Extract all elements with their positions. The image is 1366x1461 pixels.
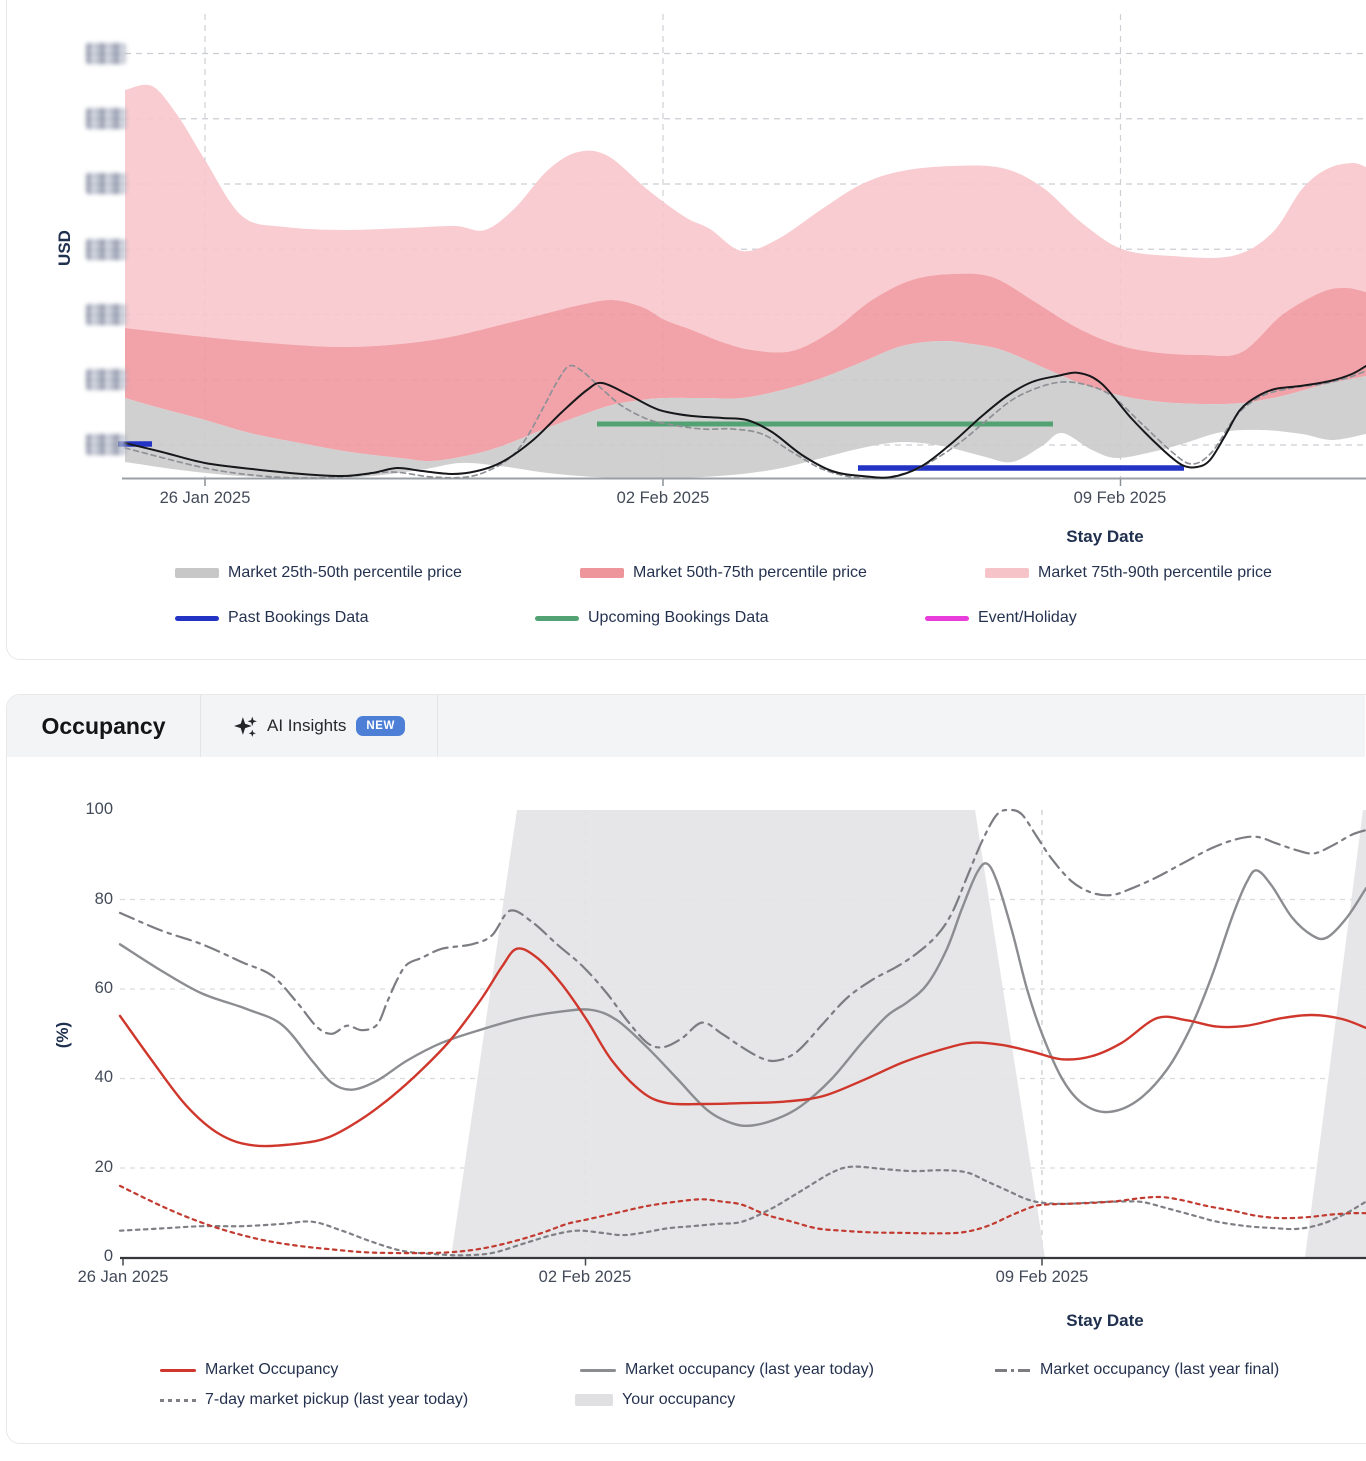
legend-swatch-band-pink — [985, 568, 1029, 578]
occupancy-tabbar: Occupancy AI Insights NEW — [7, 695, 1365, 757]
legend-label: Past Bookings Data — [228, 609, 369, 626]
redacted-y-tick-label — [86, 239, 126, 260]
band-75-90 — [125, 84, 1366, 357]
legend-item-upcoming-bookings[interactable]: Upcoming Bookings Data — [535, 609, 769, 627]
tab-ai-insights-label: AI Insights — [266, 716, 347, 735]
legend-label: Your occupancy — [622, 1391, 736, 1408]
tab-occupancy[interactable]: Occupancy — [7, 695, 200, 757]
legend-item-last-year-today[interactable]: Market occupancy (last year today) — [580, 1361, 874, 1379]
legend-swatch-band-salmon — [580, 568, 624, 578]
redacted-y-tick-label — [86, 43, 126, 64]
occ-y-tick-100: 100 — [85, 800, 113, 818]
legend-label: Market 25th-50th percentile price — [228, 564, 462, 581]
legend-swatch-gray-line — [580, 1368, 616, 1372]
redacted-y-tick-label — [86, 108, 126, 129]
redacted-y-tick-label — [86, 304, 126, 325]
legend-label: Market 50th-75th percentile price — [633, 564, 867, 581]
price-x-tick-02feb: 02 Feb 2025 — [616, 489, 710, 507]
legend-item-event-holiday[interactable]: Event/Holiday — [925, 609, 1077, 627]
legend-swatch-band-gray — [175, 568, 219, 578]
legend-label: Upcoming Bookings Data — [588, 609, 769, 626]
new-badge: NEW — [356, 716, 405, 736]
tab-divider — [200, 695, 201, 757]
legend-item-last-year-final[interactable]: Market occupancy (last year final) — [995, 1361, 1279, 1379]
band-50-75 — [125, 273, 1366, 462]
legend-swatch-line-green — [535, 615, 579, 621]
legend-swatch-dashdot-line — [995, 1368, 1031, 1372]
legend-label: 7-day market pickup (last year today) — [205, 1391, 469, 1408]
occupancy-y-axis-title: (%) — [53, 1021, 72, 1049]
legend-item-market-occupancy[interactable]: Market Occupancy — [160, 1361, 338, 1379]
legend-item-market-75-90[interactable]: Market 75th-90th percentile price — [985, 564, 1272, 582]
legend-swatch-line-blue — [175, 615, 219, 621]
occ-y-tick-60: 60 — [94, 979, 113, 997]
legend-item-past-bookings[interactable]: Past Bookings Data — [175, 609, 369, 627]
tab-divider — [437, 695, 438, 757]
legend-swatch-line-magenta — [925, 615, 969, 621]
legend-label: Market 75th-90th percentile price — [1038, 564, 1272, 581]
tab-ai-insights[interactable]: AI Insights NEW — [201, 695, 437, 757]
legend-item-market-25-50[interactable]: Market 25th-50th percentile price — [175, 564, 462, 582]
legend-label: Market Occupancy — [205, 1361, 339, 1378]
occ-y-tick-0: 0 — [103, 1247, 113, 1265]
legend-label: Event/Holiday — [978, 609, 1077, 626]
occ-series-1 — [118, 862, 1366, 1128]
legend-label: Market occupancy (last year final) — [1040, 1361, 1280, 1378]
redacted-y-tick-label — [86, 173, 126, 194]
price-y-axis-title: USD — [55, 230, 74, 266]
occ-x-axis-title: Stay Date — [1066, 1311, 1144, 1330]
occ-x-tick-02feb: 02 Feb 2025 — [538, 1268, 632, 1286]
price-line-gray-dashed — [124, 364, 1366, 480]
legend-item-7day-pickup[interactable]: 7-day market pickup (last year today) — [160, 1391, 468, 1409]
price-line-black — [124, 365, 1366, 479]
tab-occupancy-label: Occupancy — [41, 712, 166, 739]
occ-x-tick-09feb: 09 Feb 2025 — [995, 1268, 1089, 1286]
price-x-tick-26jan: 26 Jan 2025 — [159, 489, 251, 507]
occ-series-3 — [118, 1165, 1366, 1257]
sparkles-icon — [233, 714, 258, 739]
price-x-axis-title: Stay Date — [1066, 527, 1144, 546]
price-x-tick-09feb: 09 Feb 2025 — [1073, 489, 1167, 507]
legend-item-market-50-75[interactable]: Market 50th-75th percentile price — [580, 564, 867, 582]
legend-swatch-dotted-line — [160, 1398, 196, 1402]
occ-y-tick-40: 40 — [94, 1068, 113, 1086]
occ-y-tick-80: 80 — [94, 890, 113, 908]
legend-swatch-gray-fill — [575, 1394, 613, 1406]
occ-series-2 — [118, 808, 1366, 1063]
legend-item-your-occupancy[interactable]: Your occupancy — [575, 1391, 735, 1409]
occ-y-tick-20: 20 — [94, 1158, 113, 1176]
occ-series-0 — [118, 947, 1366, 1148]
legend-swatch-red-line — [160, 1368, 196, 1372]
redacted-y-tick-label — [86, 369, 126, 390]
your-occupancy-area — [451, 810, 1045, 1258]
occ-x-tick-26jan: 26 Jan 2025 — [77, 1268, 169, 1286]
occ-series-4 — [118, 1184, 1366, 1255]
your-occupancy-area — [1305, 810, 1366, 1258]
redacted-y-tick-label — [86, 434, 126, 455]
legend-label: Market occupancy (last year today) — [625, 1361, 874, 1378]
